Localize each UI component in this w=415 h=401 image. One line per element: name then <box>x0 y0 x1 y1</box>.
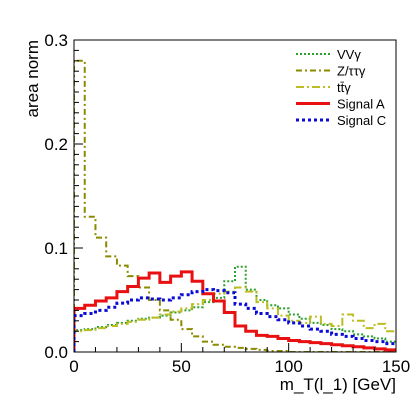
series-line-0 <box>74 265 396 352</box>
x-tick-label: 100 <box>274 357 302 376</box>
series-line-4 <box>74 288 396 352</box>
legend-label-1: Z/ττγ <box>337 64 366 79</box>
y-tick-label: 0.1 <box>44 239 68 258</box>
x-axis-title: m_T(l_1) [GeV] <box>280 375 396 394</box>
legend-label-3: Signal A <box>337 97 385 112</box>
series-line-1 <box>74 59 396 352</box>
legend-label-2: tt̄γ <box>337 80 351 95</box>
y-axis-title: area norm <box>23 40 42 117</box>
series-line-2 <box>74 286 396 352</box>
x-tick-label: 0 <box>69 357 78 376</box>
ticks-layer: 0 50 100 150 0.0 0.1 0.2 0.3 <box>44 31 410 376</box>
legend-label-0: VVγ <box>337 47 361 62</box>
y-tick-label: 0.0 <box>44 343 68 362</box>
series-layer <box>74 59 396 352</box>
x-tick-label: 50 <box>172 357 191 376</box>
x-tick-label: 150 <box>382 357 410 376</box>
y-tick-label: 0.3 <box>44 31 68 50</box>
y-tick-label: 0.2 <box>44 135 68 154</box>
series-line-3 <box>74 270 396 352</box>
legend-label-4: Signal C <box>337 113 386 128</box>
